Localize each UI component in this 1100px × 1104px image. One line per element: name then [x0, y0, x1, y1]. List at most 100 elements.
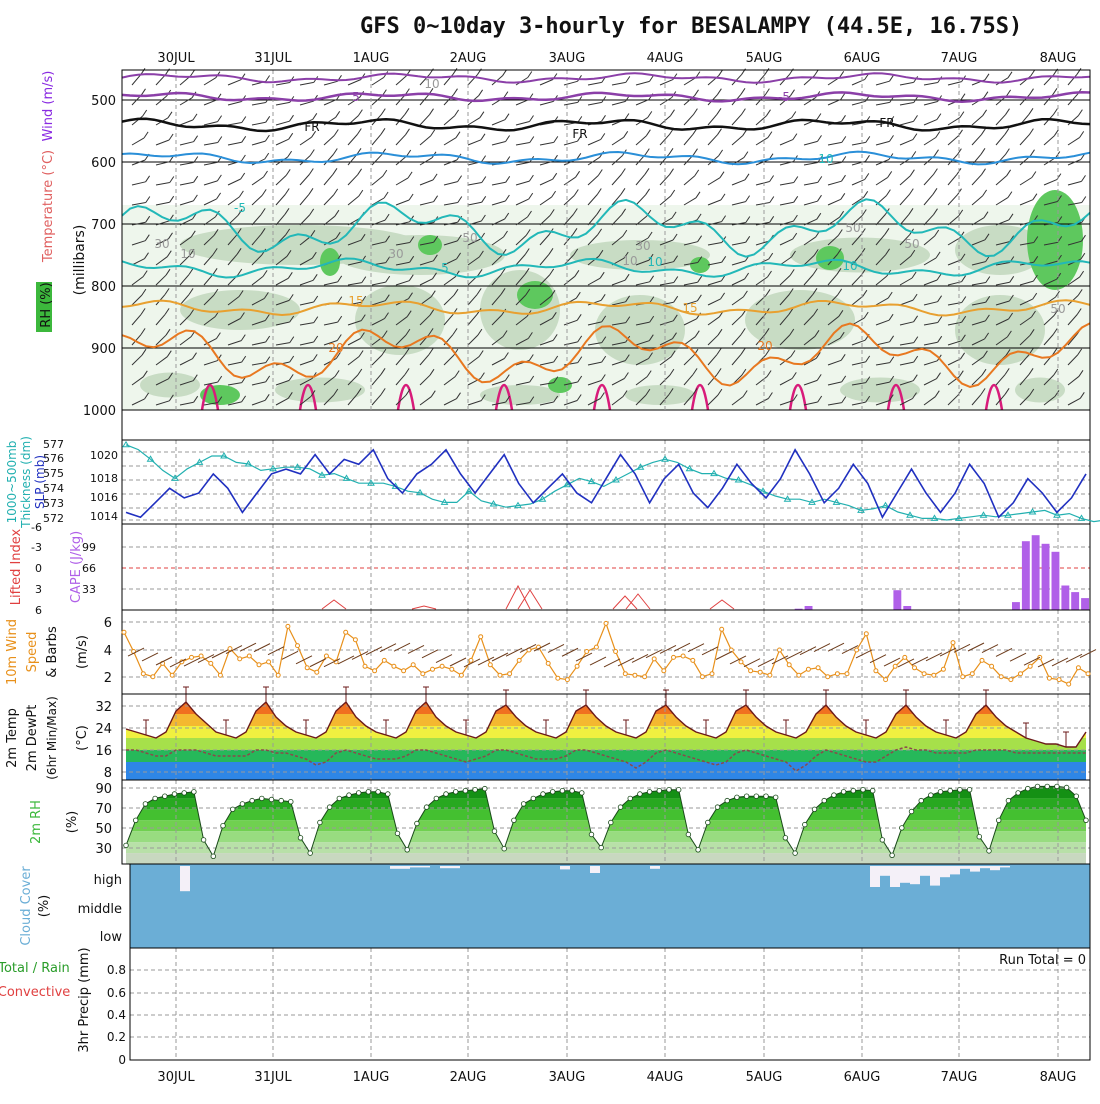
- wind-barb: [851, 234, 862, 246]
- wind-barb-flag: [936, 372, 941, 379]
- wind10-barb: [631, 654, 649, 663]
- wind-barb-flag: [912, 293, 918, 301]
- date-label-top: 4AUG: [647, 51, 684, 66]
- thickness-tick-label: 573: [43, 497, 64, 510]
- wind-barb: [635, 99, 650, 106]
- ylabel-rh2m-unit: (%): [65, 811, 80, 834]
- wind-barb-flag: [982, 350, 988, 358]
- wind-barb-flag: [164, 288, 170, 295]
- wind-barb-flag: [335, 352, 341, 359]
- wind-barb: [275, 194, 286, 206]
- wind-barb-flag: [839, 71, 845, 78]
- wind-barb: [779, 95, 791, 106]
- rh2m-marker: [181, 790, 187, 796]
- wind-barb: [539, 196, 552, 206]
- thickness-marker: [538, 495, 547, 502]
- wind-barb: [539, 215, 551, 226]
- wind-barb: [179, 141, 194, 146]
- wind-barb-flag: [623, 251, 629, 259]
- wind10-marker: [950, 640, 956, 646]
- wind-barb-flag: [1033, 256, 1039, 263]
- wind-barb: [1043, 334, 1054, 346]
- wind-barb: [611, 136, 624, 146]
- wind-barb: [347, 96, 360, 106]
- wind10-barb: [379, 643, 397, 653]
- wind10-barb: [785, 650, 803, 660]
- wind-barb: [275, 138, 289, 146]
- wind-barb-flag: [696, 213, 702, 221]
- wind-barb-flag: [188, 268, 194, 275]
- wind-barb: [827, 315, 840, 326]
- rh2m-marker: [540, 791, 546, 797]
- wind-barb: [587, 277, 601, 286]
- wind10-marker: [410, 662, 416, 668]
- lifted-index-line: [321, 599, 347, 610]
- wind-barb-flag: [481, 176, 487, 183]
- wind-barb: [203, 381, 218, 386]
- thickness-marker: [563, 480, 571, 488]
- wind-barb: [275, 120, 290, 126]
- wind-barb-flag: [188, 288, 194, 295]
- wind-barb-flag: [308, 188, 314, 195]
- rh2m-marker: [705, 819, 711, 826]
- wind-barb-flag: [1030, 69, 1036, 77]
- wind-barb: [275, 397, 289, 406]
- wind-barb: [755, 202, 770, 206]
- wind-barb: [179, 254, 191, 266]
- contour-label: 15: [348, 294, 363, 308]
- rh2m-marker: [501, 846, 507, 852]
- rh2m-marker: [646, 789, 653, 795]
- wind-barb-flag: [861, 209, 867, 216]
- wind-barb-flag: [817, 176, 823, 183]
- wind-barb-flag: [141, 348, 147, 356]
- wind-barb-flag: [527, 332, 533, 339]
- wind-barb: [227, 318, 241, 326]
- wind-barb: [443, 94, 454, 106]
- wind10-marker: [969, 671, 975, 677]
- wind-barb-flag: [380, 128, 386, 135]
- wind-barb-flag: [384, 312, 389, 319]
- wind-barb-flag: [193, 156, 199, 163]
- rh2m-marker: [617, 804, 624, 810]
- contour-label: 5: [352, 90, 360, 104]
- wind-barb-flag: [216, 354, 222, 361]
- wind10-barb: [757, 658, 775, 668]
- wind10-barb: [673, 642, 691, 652]
- wind-barb: [395, 334, 407, 346]
- wind-barb-flag: [553, 395, 559, 403]
- wind-barb: [851, 178, 866, 186]
- wind-barb: [923, 119, 938, 126]
- wind-barb: [539, 160, 554, 166]
- contour-label: 50: [462, 231, 477, 245]
- wind10-barb: [309, 658, 327, 668]
- wind-barb-flag: [983, 211, 989, 218]
- wind10-marker: [545, 660, 551, 666]
- wind-barb: [923, 341, 938, 346]
- rh2m-marker: [1044, 783, 1050, 790]
- wind10-marker: [343, 629, 349, 635]
- wind-barb-flag: [841, 115, 846, 122]
- wind10-barb: [421, 649, 439, 659]
- wind-barb: [875, 341, 890, 346]
- rh2m-marker: [986, 848, 992, 854]
- wind-barb: [707, 94, 718, 106]
- wind-barb: [347, 134, 358, 146]
- wind-barb: [203, 234, 215, 246]
- wind-barb: [563, 400, 578, 406]
- rh-tick: 50: [95, 822, 112, 837]
- wind-barb-flag: [839, 210, 845, 218]
- wind10-barb: [1037, 658, 1055, 668]
- thickness-marker: [734, 476, 743, 483]
- wind-barb: [227, 253, 238, 266]
- wind-barb-flag: [911, 151, 917, 158]
- wind-barb-flag: [549, 268, 555, 276]
- wind10-barb: [967, 642, 985, 652]
- wind10-barb: [953, 643, 971, 653]
- rh-legend-swatch: [36, 282, 52, 332]
- temp2m-line: [125, 700, 1087, 748]
- wind-barb: [707, 242, 722, 246]
- wind-barb: [227, 79, 242, 86]
- rh2m-marker: [1015, 790, 1021, 796]
- wind-barb-flag: [573, 189, 579, 196]
- wind-barb: [467, 139, 482, 146]
